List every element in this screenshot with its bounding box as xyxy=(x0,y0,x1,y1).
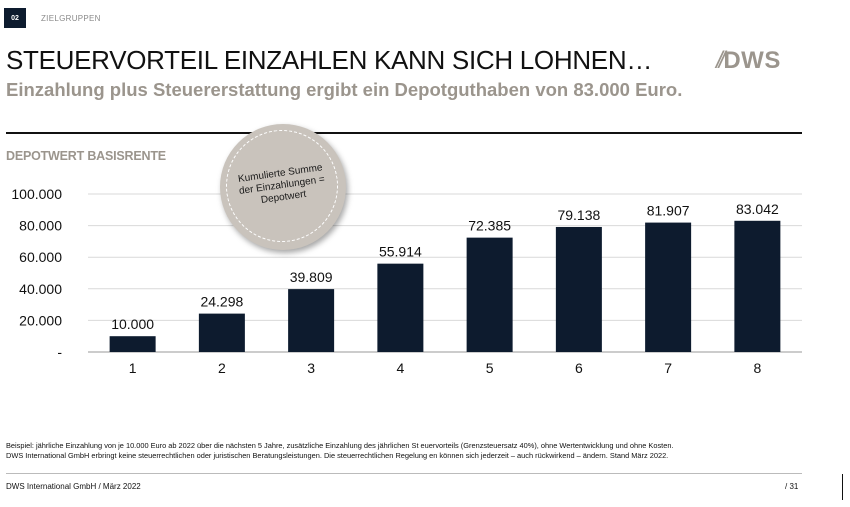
footer-divider xyxy=(6,473,802,474)
x-tick-label: 7 xyxy=(664,360,672,376)
bar-value-label: 83.042 xyxy=(736,201,779,217)
x-tick-label: 8 xyxy=(753,360,761,376)
footer-company-date: DWS International GmbH / März 2022 xyxy=(6,482,141,491)
x-tick-label: 2 xyxy=(218,360,226,376)
bar-value-label: 81.907 xyxy=(647,203,690,219)
x-tick-label: 6 xyxy=(575,360,583,376)
y-tick-label: 60.000 xyxy=(19,249,62,265)
section-number-badge: 02 xyxy=(4,8,26,28)
callout-circle: Kumulierte Summe der Einzahlungen = Depo… xyxy=(218,122,346,250)
page-title: STEUERVORTEIL EINZAHLEN KANN SICH LOHNEN… xyxy=(6,45,653,75)
y-tick-label: 100.000 xyxy=(11,186,62,202)
y-tick-label: 40.000 xyxy=(19,281,62,297)
x-tick-label: 3 xyxy=(307,360,315,376)
bar-value-label: 24.298 xyxy=(200,294,243,310)
bar xyxy=(109,336,156,352)
logo-text: DWS xyxy=(723,47,781,74)
logo-slashes: // xyxy=(716,47,726,74)
bar xyxy=(377,263,424,352)
bar-chart: - 20.000 40.000 60.000 80.000 100.000 10.000 1 2… xyxy=(11,186,802,376)
section-label: ZIELGRUPPEN xyxy=(41,14,101,23)
x-tick-label: 4 xyxy=(396,360,404,376)
bar xyxy=(288,289,335,352)
x-tick-label: 1 xyxy=(129,360,137,376)
page-subtitle: Einzahlung plus Steuererstattung ergibt … xyxy=(6,79,683,100)
bar-value-label: 39.809 xyxy=(290,269,333,285)
y-tick-label: 80.000 xyxy=(19,218,62,234)
bar xyxy=(466,237,513,352)
bar-value-label: 72.385 xyxy=(468,218,511,234)
edge-mark xyxy=(842,474,843,500)
footnote-line-1: Beispiel: jährliche Einzahlung von je 10… xyxy=(6,441,674,450)
dws-logo: // DWS xyxy=(716,47,781,74)
y-tick-label: - xyxy=(57,344,62,360)
chart-title: DEPOTWERT BASISRENTE xyxy=(6,149,166,163)
bar-value-label: 79.138 xyxy=(557,207,600,223)
bar xyxy=(555,226,602,352)
bar-value-label: 10.000 xyxy=(111,316,154,332)
footnote: Beispiel: jährliche Einzahlung von je 10… xyxy=(6,441,806,460)
bar xyxy=(645,222,692,352)
page-number: / 31 xyxy=(785,482,799,491)
bar xyxy=(198,313,245,352)
y-tick-label: 20.000 xyxy=(19,312,62,328)
bar xyxy=(734,220,781,352)
bar-value-label: 55.914 xyxy=(379,244,422,260)
x-tick-label: 5 xyxy=(486,360,494,376)
footnote-line-2: DWS International GmbH erbringt keine st… xyxy=(6,450,669,460)
callout-dashed-ring: Kumulierte Summe der Einzahlungen = Depo… xyxy=(218,122,346,250)
callout-text: Kumulierte Summe der Einzahlungen = Depo… xyxy=(237,162,326,207)
header-divider xyxy=(6,132,802,134)
